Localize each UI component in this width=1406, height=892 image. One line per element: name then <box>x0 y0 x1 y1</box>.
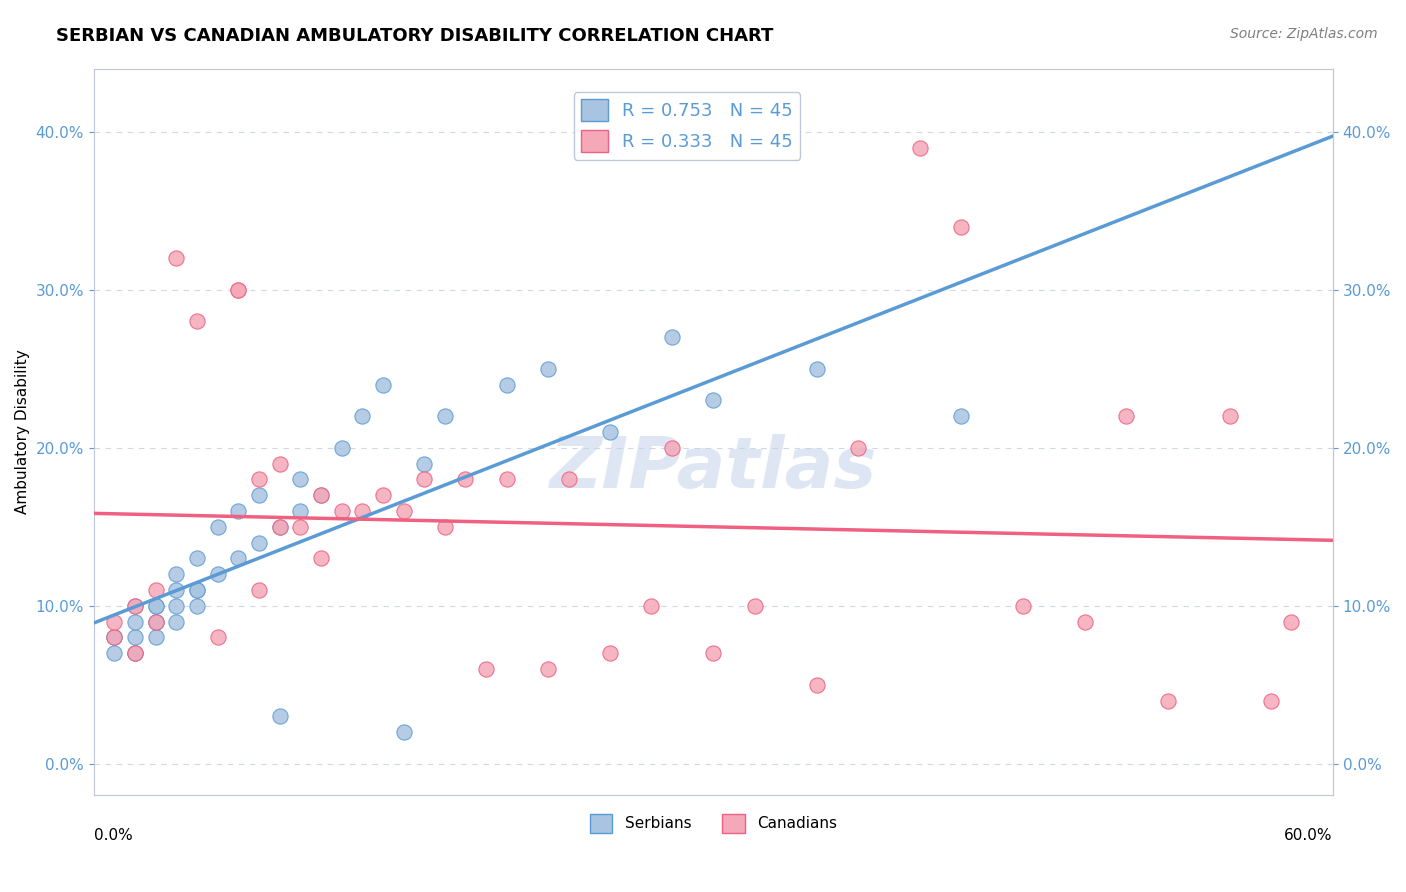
Point <box>309 488 332 502</box>
Point <box>640 599 662 613</box>
Point <box>661 330 683 344</box>
Point <box>846 441 869 455</box>
Point <box>599 425 621 439</box>
Point <box>433 409 456 424</box>
Point <box>186 582 208 597</box>
Point <box>1218 409 1240 424</box>
Point <box>950 219 973 234</box>
Point <box>228 504 250 518</box>
Point <box>290 520 312 534</box>
Text: SERBIAN VS CANADIAN AMBULATORY DISABILITY CORRELATION CHART: SERBIAN VS CANADIAN AMBULATORY DISABILIT… <box>56 27 773 45</box>
Point <box>124 615 146 629</box>
Point <box>806 678 828 692</box>
Point <box>103 631 125 645</box>
Point <box>413 472 436 486</box>
Legend: Serbians, Canadians: Serbians, Canadians <box>583 808 844 838</box>
Point <box>124 646 146 660</box>
Point <box>1156 693 1178 707</box>
Point <box>124 646 146 660</box>
Point <box>103 631 125 645</box>
Point <box>330 504 353 518</box>
Point <box>247 472 270 486</box>
Point <box>950 409 973 424</box>
Text: Source: ZipAtlas.com: Source: ZipAtlas.com <box>1230 27 1378 41</box>
Point <box>145 599 167 613</box>
Point <box>495 377 517 392</box>
Point <box>537 361 560 376</box>
Point <box>228 283 250 297</box>
Point <box>247 582 270 597</box>
Point <box>145 615 167 629</box>
Point <box>495 472 517 486</box>
Point <box>145 615 167 629</box>
Point <box>165 251 187 265</box>
Point <box>433 520 456 534</box>
Point <box>661 441 683 455</box>
Text: 60.0%: 60.0% <box>1284 828 1333 843</box>
Point <box>207 567 229 582</box>
Point <box>103 615 125 629</box>
Point <box>371 488 394 502</box>
Point <box>145 631 167 645</box>
Point <box>806 361 828 376</box>
Point <box>145 615 167 629</box>
Point <box>207 631 229 645</box>
Point <box>186 314 208 328</box>
Y-axis label: Ambulatory Disability: Ambulatory Disability <box>15 350 30 515</box>
Point <box>247 535 270 549</box>
Point <box>269 520 291 534</box>
Point <box>352 409 374 424</box>
Point <box>908 140 931 154</box>
Point <box>228 551 250 566</box>
Point <box>165 615 187 629</box>
Point <box>352 504 374 518</box>
Point <box>371 377 394 392</box>
Point <box>186 599 208 613</box>
Point <box>558 472 581 486</box>
Point <box>413 457 436 471</box>
Point <box>269 520 291 534</box>
Point <box>124 599 146 613</box>
Point <box>269 709 291 723</box>
Point <box>124 631 146 645</box>
Point <box>475 662 498 676</box>
Point <box>186 551 208 566</box>
Point <box>290 472 312 486</box>
Point <box>124 646 146 660</box>
Point <box>1012 599 1035 613</box>
Point <box>454 472 477 486</box>
Text: ZIPatlas: ZIPatlas <box>550 434 877 503</box>
Point <box>228 283 250 297</box>
Point <box>330 441 353 455</box>
Point <box>103 631 125 645</box>
Point <box>1074 615 1097 629</box>
Point <box>309 551 332 566</box>
Point <box>269 457 291 471</box>
Point <box>186 582 208 597</box>
Point <box>702 646 724 660</box>
Point <box>537 662 560 676</box>
Text: 0.0%: 0.0% <box>94 828 132 843</box>
Point <box>145 599 167 613</box>
Point <box>392 504 415 518</box>
Point <box>599 646 621 660</box>
Point <box>145 582 167 597</box>
Point <box>744 599 766 613</box>
Point <box>290 504 312 518</box>
Point <box>1260 693 1282 707</box>
Point <box>392 725 415 739</box>
Point <box>247 488 270 502</box>
Point <box>1281 615 1303 629</box>
Point <box>165 582 187 597</box>
Point <box>207 520 229 534</box>
Point <box>309 488 332 502</box>
Point <box>165 599 187 613</box>
Point <box>702 393 724 408</box>
Point <box>1115 409 1137 424</box>
Point <box>103 646 125 660</box>
Point <box>165 567 187 582</box>
Point <box>124 599 146 613</box>
